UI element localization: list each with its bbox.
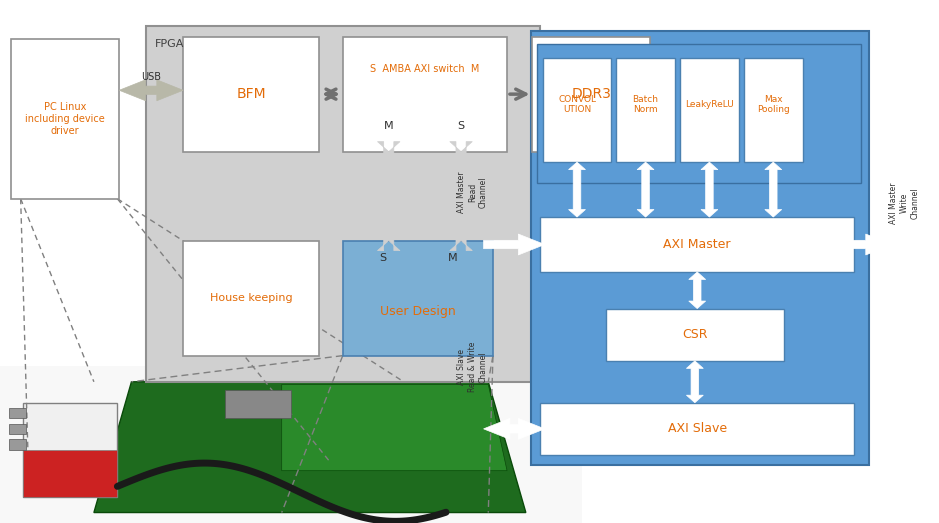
Bar bbox=[183, 37, 319, 152]
Text: FPGA: FPGA bbox=[155, 39, 184, 49]
Bar bbox=[146, 26, 540, 382]
Polygon shape bbox=[282, 384, 507, 471]
Polygon shape bbox=[637, 162, 654, 217]
Text: PC Linux
including device
driver: PC Linux including device driver bbox=[25, 103, 105, 135]
Text: M: M bbox=[384, 121, 393, 131]
Text: S: S bbox=[457, 121, 465, 131]
Bar bbox=[225, 390, 291, 418]
Bar bbox=[9, 424, 26, 434]
Polygon shape bbox=[850, 234, 892, 255]
Bar bbox=[616, 58, 675, 162]
Text: Max
Pooling: Max Pooling bbox=[757, 95, 790, 115]
Text: CSR: CSR bbox=[682, 328, 708, 341]
Bar bbox=[9, 408, 26, 418]
Text: M: M bbox=[448, 253, 457, 263]
Text: S: S bbox=[379, 253, 387, 263]
Bar bbox=[183, 241, 319, 356]
Bar bbox=[343, 37, 507, 152]
Polygon shape bbox=[700, 162, 717, 217]
Bar bbox=[0, 366, 582, 523]
Bar bbox=[744, 58, 803, 162]
Bar bbox=[23, 403, 117, 497]
Text: House keeping: House keeping bbox=[210, 293, 292, 303]
Text: User Design: User Design bbox=[380, 305, 455, 319]
Bar bbox=[543, 58, 611, 162]
Text: AXI Slave
Read & Write
Channel: AXI Slave Read & Write Channel bbox=[457, 342, 487, 392]
Bar bbox=[23, 450, 117, 497]
Text: BFM: BFM bbox=[237, 87, 266, 101]
Polygon shape bbox=[119, 80, 183, 101]
Polygon shape bbox=[377, 142, 400, 251]
Bar bbox=[9, 439, 26, 450]
Polygon shape bbox=[686, 361, 703, 403]
Text: AXI Master
Write
Channel: AXI Master Write Channel bbox=[889, 182, 919, 224]
Bar bbox=[532, 37, 650, 152]
Bar bbox=[540, 403, 854, 455]
Text: Batch
Norm: Batch Norm bbox=[633, 95, 658, 115]
Text: DDR3: DDR3 bbox=[571, 87, 611, 101]
Bar bbox=[537, 44, 861, 183]
Polygon shape bbox=[484, 234, 545, 255]
Polygon shape bbox=[94, 382, 526, 513]
Text: S  AMBA AXI switch  M: S AMBA AXI switch M bbox=[370, 64, 480, 74]
Polygon shape bbox=[568, 162, 586, 217]
Text: LeakyReLU: LeakyReLU bbox=[685, 100, 733, 109]
Text: USB: USB bbox=[141, 72, 162, 82]
Bar bbox=[343, 241, 493, 356]
Bar bbox=[606, 309, 784, 361]
Polygon shape bbox=[450, 142, 472, 251]
Bar bbox=[680, 58, 739, 162]
Bar bbox=[531, 31, 869, 465]
Polygon shape bbox=[764, 162, 781, 217]
Text: AXI Master
Read
Channel: AXI Master Read Channel bbox=[457, 172, 487, 213]
Text: CONVOL
UTION: CONVOL UTION bbox=[558, 95, 596, 115]
Text: AXI Master: AXI Master bbox=[664, 238, 731, 251]
Polygon shape bbox=[484, 418, 545, 439]
Bar bbox=[11, 39, 119, 199]
Polygon shape bbox=[688, 272, 706, 309]
Text: AXI Slave: AXI Slave bbox=[668, 423, 727, 435]
Bar bbox=[540, 217, 854, 272]
